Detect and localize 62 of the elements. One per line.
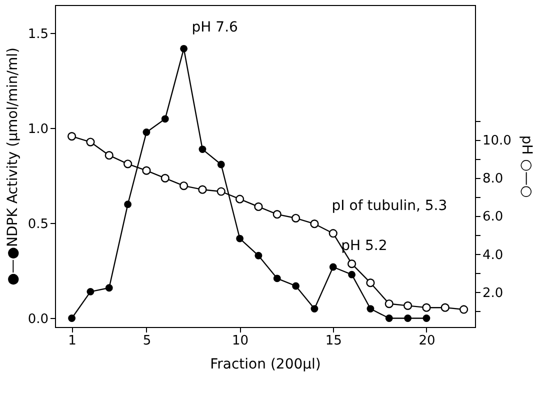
point (236, 234, 244, 242)
point (459, 305, 468, 314)
y2-tick-label: 10.0 (482, 134, 512, 149)
point (422, 314, 430, 322)
y-tick-label: 1.5 (28, 26, 48, 42)
point (254, 202, 263, 212)
point (104, 151, 114, 160)
y2-tick-label: 6.0 (482, 210, 504, 225)
x-tick-label: 15 (325, 334, 342, 348)
point (329, 263, 337, 271)
point (291, 214, 300, 222)
point (273, 274, 281, 282)
point (235, 194, 244, 204)
point (348, 270, 356, 278)
point (198, 146, 206, 153)
point (404, 314, 412, 322)
x-tick-label: 5 (142, 334, 152, 348)
y2-tick-label: 4.0 (482, 248, 504, 263)
point (328, 229, 338, 238)
annotation: pH 7.6 (192, 20, 238, 36)
point (142, 128, 150, 136)
point (86, 138, 95, 146)
y2-tick-label: 2.0 (482, 286, 504, 301)
point (254, 252, 262, 260)
point (160, 174, 170, 182)
point (366, 305, 374, 312)
annotation: pI of tubulin, 5.3 (332, 198, 448, 214)
point (67, 132, 76, 141)
point (310, 305, 318, 312)
y-axis-title: ●—●NDPK Activity (µmol/min/ml) (4, 48, 21, 286)
point (347, 260, 356, 268)
x-tick-label: 20 (418, 334, 436, 348)
y-tick-label: 0.0 (28, 312, 48, 327)
point (124, 200, 132, 208)
x-tick-label: 10 (232, 334, 249, 348)
annotation: pH 5.2 (341, 238, 388, 254)
point (161, 115, 169, 123)
point (422, 303, 431, 312)
point (310, 220, 319, 228)
point (123, 160, 132, 168)
point (292, 282, 300, 290)
point (440, 303, 450, 312)
y2-axis-title: pH ○—○ (518, 135, 534, 198)
y2-tick-label: 8.0 (482, 172, 504, 187)
x-tick-label: 1 (68, 334, 76, 348)
point (105, 284, 113, 292)
point (198, 185, 207, 194)
x-axis-title: Fraction (200µl) (210, 356, 321, 372)
point (180, 44, 188, 52)
point (384, 299, 394, 308)
point (142, 166, 151, 175)
point (179, 181, 188, 190)
point (403, 301, 412, 310)
point (366, 278, 375, 288)
point (68, 314, 76, 322)
point (216, 187, 226, 196)
y-tick-label: 0.5 (28, 216, 48, 232)
point (385, 314, 393, 322)
y-tick-label: 1.0 (28, 122, 48, 137)
point (217, 160, 225, 168)
point (272, 210, 282, 219)
point (86, 288, 94, 296)
